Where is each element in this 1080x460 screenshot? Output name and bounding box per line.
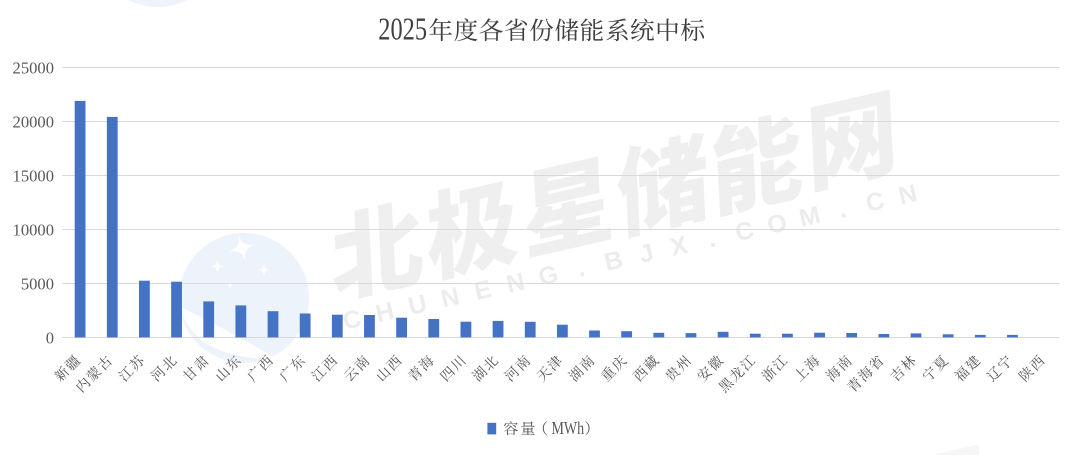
svg-text:25000: 25000 (13, 59, 54, 78)
svg-text:X: X (668, 231, 691, 262)
svg-text:20000: 20000 (13, 113, 54, 132)
svg-text:10000: 10000 (13, 221, 54, 240)
svg-text:N: N (438, 282, 462, 313)
svg-text:15000: 15000 (13, 167, 54, 186)
svg-text:U: U (406, 290, 430, 321)
svg-text:2025: 2025 (378, 12, 427, 47)
svg-text:H: H (373, 297, 397, 328)
svg-text:0: 0 (46, 329, 54, 348)
svg-text:E: E (472, 275, 494, 306)
svg-text:B: B (602, 245, 626, 276)
svg-text:5000: 5000 (21, 275, 54, 294)
svg-text:MWh: MWh (552, 420, 585, 439)
svg-text:C: C (732, 216, 756, 247)
svg-text:J: J (636, 239, 656, 269)
svg-text:C: C (863, 186, 887, 217)
svg-text:N: N (896, 179, 920, 210)
svg-text:C: C (340, 304, 364, 335)
